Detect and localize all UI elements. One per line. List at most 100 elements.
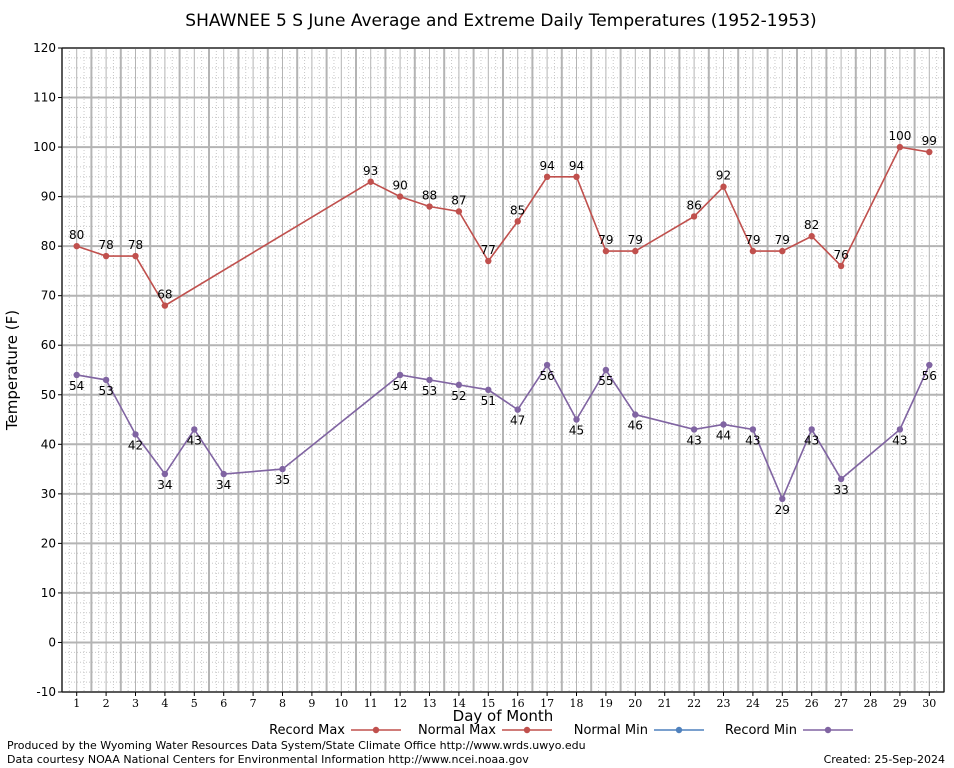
data-point-record-min bbox=[690, 426, 698, 433]
legend-label: Record Max bbox=[269, 723, 345, 738]
legend-label: Record Min bbox=[725, 723, 797, 738]
x-tick-label: 24 bbox=[746, 697, 760, 710]
x-tick-label: 11 bbox=[364, 697, 378, 710]
data-point-record-min bbox=[543, 361, 551, 369]
data-point-record-max bbox=[779, 247, 786, 255]
data-point-record-max bbox=[543, 173, 551, 180]
data-point-record-min bbox=[485, 386, 492, 394]
series-record-max bbox=[73, 143, 933, 309]
legend-label: Normal Max bbox=[418, 723, 496, 738]
data-label-record-max: 78 bbox=[128, 238, 143, 252]
data-label-record-max: 87 bbox=[451, 193, 466, 207]
x-tick-label: 30 bbox=[922, 697, 936, 710]
x-tick-label: 9 bbox=[308, 697, 315, 710]
data-label-record-min: 53 bbox=[98, 384, 113, 398]
data-label-record-min: 35 bbox=[275, 473, 290, 487]
data-label-record-min: 43 bbox=[187, 433, 202, 447]
y-tick-label: 80 bbox=[41, 239, 56, 253]
data-label-record-max: 77 bbox=[481, 243, 496, 257]
data-point-record-min bbox=[808, 426, 815, 433]
data-label-record-min: 52 bbox=[451, 389, 466, 403]
x-tick-label: 6 bbox=[220, 697, 227, 710]
x-tick-label: 22 bbox=[687, 697, 701, 710]
data-label-record-max: 85 bbox=[510, 203, 525, 217]
x-tick-label: 27 bbox=[834, 697, 848, 710]
data-label-record-max: 79 bbox=[628, 233, 643, 247]
x-tick-label: 28 bbox=[864, 697, 878, 710]
data-label-record-min: 51 bbox=[481, 394, 496, 408]
legend-item-record-max: Record Max bbox=[269, 723, 401, 738]
data-point-record-min bbox=[514, 406, 521, 413]
x-tick-label: 5 bbox=[191, 697, 198, 710]
data-point-record-max bbox=[602, 247, 610, 255]
series-layer bbox=[73, 143, 933, 502]
x-tick-label: 4 bbox=[161, 697, 168, 710]
x-tick-label: 12 bbox=[393, 697, 407, 710]
y-axis-label: Temperature (F) bbox=[3, 310, 21, 431]
x-tick-label: 14 bbox=[452, 697, 466, 710]
x-tick-label: 15 bbox=[481, 697, 495, 710]
data-point-record-max bbox=[514, 218, 521, 225]
x-tick-label: 18 bbox=[570, 697, 584, 710]
chart-title: SHAWNEE 5 S June Average and Extreme Dai… bbox=[185, 11, 816, 31]
legend-swatch-marker bbox=[372, 726, 380, 734]
legend-swatch-marker bbox=[824, 726, 832, 734]
data-point-record-min bbox=[602, 366, 610, 374]
data-label-record-max: 92 bbox=[716, 169, 731, 183]
data-label-record-max: 68 bbox=[157, 288, 172, 302]
data-label-record-max: 80 bbox=[69, 228, 84, 242]
data-label-record-min: 55 bbox=[598, 374, 613, 388]
series-record-min bbox=[73, 361, 933, 502]
data-label-record-max: 78 bbox=[98, 238, 113, 252]
data-label-record-max: 99 bbox=[922, 134, 937, 148]
grid bbox=[61, 47, 945, 693]
x-tick-label: 25 bbox=[775, 697, 789, 710]
legend-label: Normal Min bbox=[574, 723, 648, 738]
data-point-record-min bbox=[632, 411, 639, 418]
x-tick-label: 23 bbox=[717, 697, 731, 710]
data-label-record-max: 86 bbox=[686, 198, 701, 212]
data-label-record-max: 94 bbox=[539, 159, 554, 173]
data-label-record-max: 79 bbox=[775, 233, 790, 247]
x-tick-label: 1 bbox=[73, 697, 80, 710]
data-point-record-min bbox=[102, 376, 110, 384]
data-label-record-max: 93 bbox=[363, 164, 378, 178]
data-point-record-max bbox=[455, 208, 463, 215]
data-point-record-min bbox=[749, 426, 757, 433]
data-label-record-min: 42 bbox=[128, 438, 143, 452]
data-label-record-min: 56 bbox=[922, 369, 937, 383]
y-tick-label: 60 bbox=[41, 338, 56, 352]
x-axis-label: Day of Month bbox=[453, 707, 554, 725]
x-tick-label: 13 bbox=[423, 697, 437, 710]
data-label-record-min: 46 bbox=[628, 419, 643, 433]
data-label-record-min: 53 bbox=[422, 384, 437, 398]
data-point-record-min bbox=[720, 421, 727, 428]
data-label-record-min: 33 bbox=[833, 483, 848, 497]
plot-frame bbox=[61, 47, 945, 693]
data-point-record-max bbox=[426, 203, 433, 210]
footer-credit-line: Produced by the Wyoming Water Resources … bbox=[7, 739, 586, 752]
data-label-record-min: 29 bbox=[775, 503, 790, 517]
data-label-record-min: 54 bbox=[69, 379, 84, 393]
legend-item-normal-max: Normal Max bbox=[418, 723, 552, 738]
data-label-record-min: 43 bbox=[745, 433, 760, 447]
data-label-record-min: 34 bbox=[216, 478, 231, 492]
data-point-record-min bbox=[132, 431, 139, 438]
x-tick-label: 8 bbox=[279, 697, 286, 710]
legend-item-normal-min: Normal Min bbox=[574, 723, 704, 738]
data-point-record-max bbox=[73, 242, 80, 250]
data-label-record-max: 82 bbox=[804, 218, 819, 232]
data-label-record-min: 43 bbox=[804, 433, 819, 447]
data-label-record-min: 43 bbox=[686, 433, 701, 447]
data-point-record-max bbox=[102, 252, 110, 260]
y-tick-label: 120 bbox=[33, 41, 56, 55]
data-point-record-min bbox=[779, 495, 786, 502]
legend: Record Max Normal Max Normal Min Record Min bbox=[269, 723, 853, 738]
x-tick-label: 2 bbox=[103, 697, 110, 710]
data-label-record-max: 79 bbox=[745, 233, 760, 247]
x-tick-label: 19 bbox=[599, 697, 613, 710]
legend-swatch-marker bbox=[675, 726, 683, 734]
data-point-record-max bbox=[749, 247, 757, 255]
